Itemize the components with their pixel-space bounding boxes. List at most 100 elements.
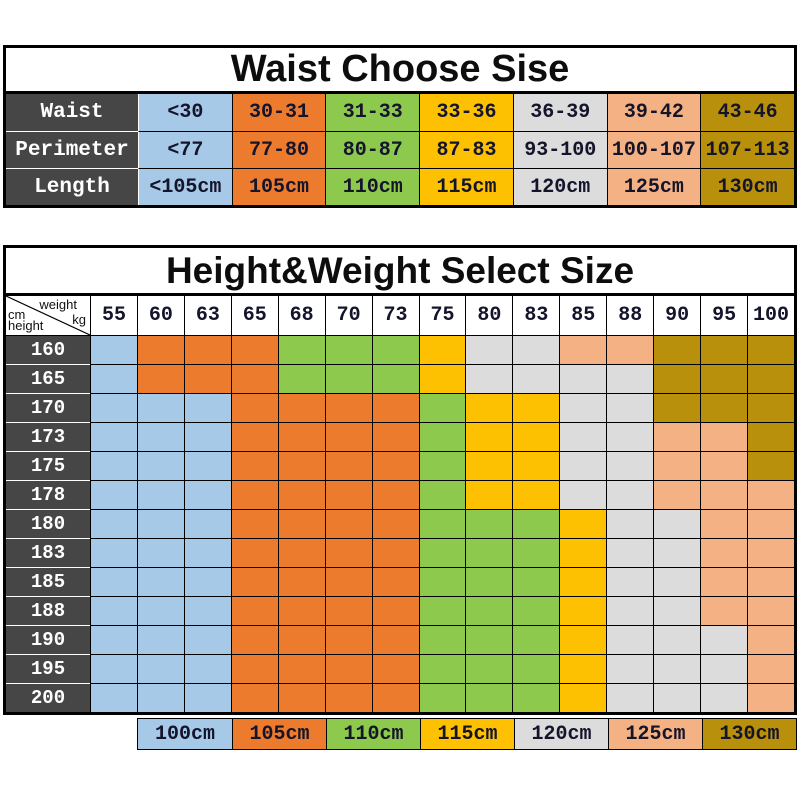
matrix-size-cell: [418, 335, 466, 364]
matrix-size-cell: [700, 567, 748, 596]
waist-value-cell: 77-80: [231, 131, 326, 168]
matrix-size-cell: [90, 364, 137, 393]
matrix-size-cell: [90, 393, 137, 422]
diagonal-divider-line: [6, 296, 90, 335]
matrix-size-cell: [324, 567, 372, 596]
waist-value-cell: 36-39: [512, 94, 607, 131]
matrix-size-cell: [512, 422, 560, 451]
matrix-size-cell: [559, 451, 607, 480]
matrix-size-cell: [90, 683, 137, 712]
matrix-size-cell: [277, 538, 325, 567]
waist-table-grid: Waist <30 30-31 31-33 33-36 36-39 39-42 43-46 Pe…: [6, 94, 794, 205]
matrix-size-cell: [606, 509, 654, 538]
matrix-size-cell: [371, 509, 419, 538]
matrix-size-cell: [747, 451, 794, 480]
matrix-size-cell: [512, 393, 560, 422]
waist-value-cell: 130cm: [700, 168, 794, 205]
matrix-size-cell: [277, 364, 325, 393]
matrix-size-cell: [700, 654, 748, 683]
height-label-cell: 188: [6, 596, 90, 625]
matrix-size-cell: [324, 335, 372, 364]
matrix-size-cell: [277, 509, 325, 538]
height-label-cell: 200: [6, 683, 90, 712]
matrix-size-cell: [559, 596, 607, 625]
matrix-size-cell: [324, 451, 372, 480]
matrix-size-cell: [371, 364, 419, 393]
matrix-size-cell: [371, 654, 419, 683]
height-label-cell: 195: [6, 654, 90, 683]
matrix-size-cell: [465, 567, 513, 596]
legend-item: 115cm: [420, 719, 514, 749]
weight-header-cell: 100: [747, 296, 794, 335]
matrix-size-cell: [371, 451, 419, 480]
matrix-size-cell: [90, 654, 137, 683]
matrix-size-cell: [183, 393, 231, 422]
matrix-size-cell: [90, 625, 137, 654]
waist-row-label: Waist: [6, 94, 138, 131]
waist-size-table: Waist Choose Sise Waist <30 30-31 31-33 33-3…: [3, 45, 797, 208]
matrix-size-cell: [512, 683, 560, 712]
matrix-size-cell: [136, 596, 184, 625]
matrix-size-cell: [653, 451, 701, 480]
matrix-size-cell: [418, 451, 466, 480]
matrix-size-cell: [465, 625, 513, 654]
matrix-size-cell: [747, 654, 794, 683]
matrix-size-cell: [653, 596, 701, 625]
height-weight-table: Height&Weight Select Size cm weight heig…: [3, 245, 797, 715]
matrix-size-cell: [183, 335, 231, 364]
waist-value-cell: 107-113: [700, 131, 794, 168]
matrix-size-cell: [747, 596, 794, 625]
matrix-size-cell: [324, 654, 372, 683]
weight-header-cell: 95: [700, 296, 748, 335]
matrix-size-cell: [559, 480, 607, 509]
matrix-size-cell: [512, 480, 560, 509]
matrix-size-cell: [559, 422, 607, 451]
matrix-size-cell: [183, 683, 231, 712]
waist-value-cell: 105cm: [231, 168, 326, 205]
matrix-size-cell: [700, 364, 748, 393]
matrix-size-cell: [700, 625, 748, 654]
weight-header-cell: 90: [653, 296, 701, 335]
matrix-size-cell: [747, 480, 794, 509]
matrix-size-cell: [371, 335, 419, 364]
matrix-size-cell: [700, 596, 748, 625]
waist-row-label: Perimeter: [6, 131, 138, 168]
matrix-size-cell: [418, 683, 466, 712]
matrix-size-cell: [653, 683, 701, 712]
matrix-size-cell: [136, 335, 184, 364]
matrix-size-cell: [559, 509, 607, 538]
matrix-size-cell: [230, 596, 278, 625]
matrix-size-cell: [465, 683, 513, 712]
matrix-size-cell: [606, 596, 654, 625]
matrix-size-cell: [371, 538, 419, 567]
matrix-size-cell: [606, 422, 654, 451]
height-label-cell: 165: [6, 364, 90, 393]
matrix-size-cell: [136, 509, 184, 538]
weight-header-cell: 68: [277, 296, 325, 335]
matrix-size-cell: [512, 451, 560, 480]
waist-value-cell: 31-33: [325, 94, 420, 131]
matrix-size-cell: [90, 567, 137, 596]
matrix-size-cell: [183, 654, 231, 683]
legend-item: 105cm: [232, 719, 326, 749]
matrix-size-cell: [183, 364, 231, 393]
waist-value-cell: 39-42: [606, 94, 701, 131]
waist-value-cell: 125cm: [606, 168, 701, 205]
matrix-size-cell: [371, 683, 419, 712]
matrix-size-cell: [418, 538, 466, 567]
matrix-size-cell: [230, 451, 278, 480]
matrix-size-cell: [465, 538, 513, 567]
weight-header-cell: 55: [90, 296, 137, 335]
matrix-size-cell: [136, 451, 184, 480]
matrix-size-cell: [230, 335, 278, 364]
matrix-size-cell: [277, 393, 325, 422]
matrix-size-cell: [230, 567, 278, 596]
matrix-size-cell: [465, 596, 513, 625]
matrix-size-cell: [90, 422, 137, 451]
matrix-size-cell: [700, 451, 748, 480]
waist-value-cell: <30: [138, 94, 232, 131]
matrix-size-cell: [465, 480, 513, 509]
matrix-size-cell: [324, 364, 372, 393]
matrix-size-cell: [653, 509, 701, 538]
matrix-size-cell: [606, 480, 654, 509]
